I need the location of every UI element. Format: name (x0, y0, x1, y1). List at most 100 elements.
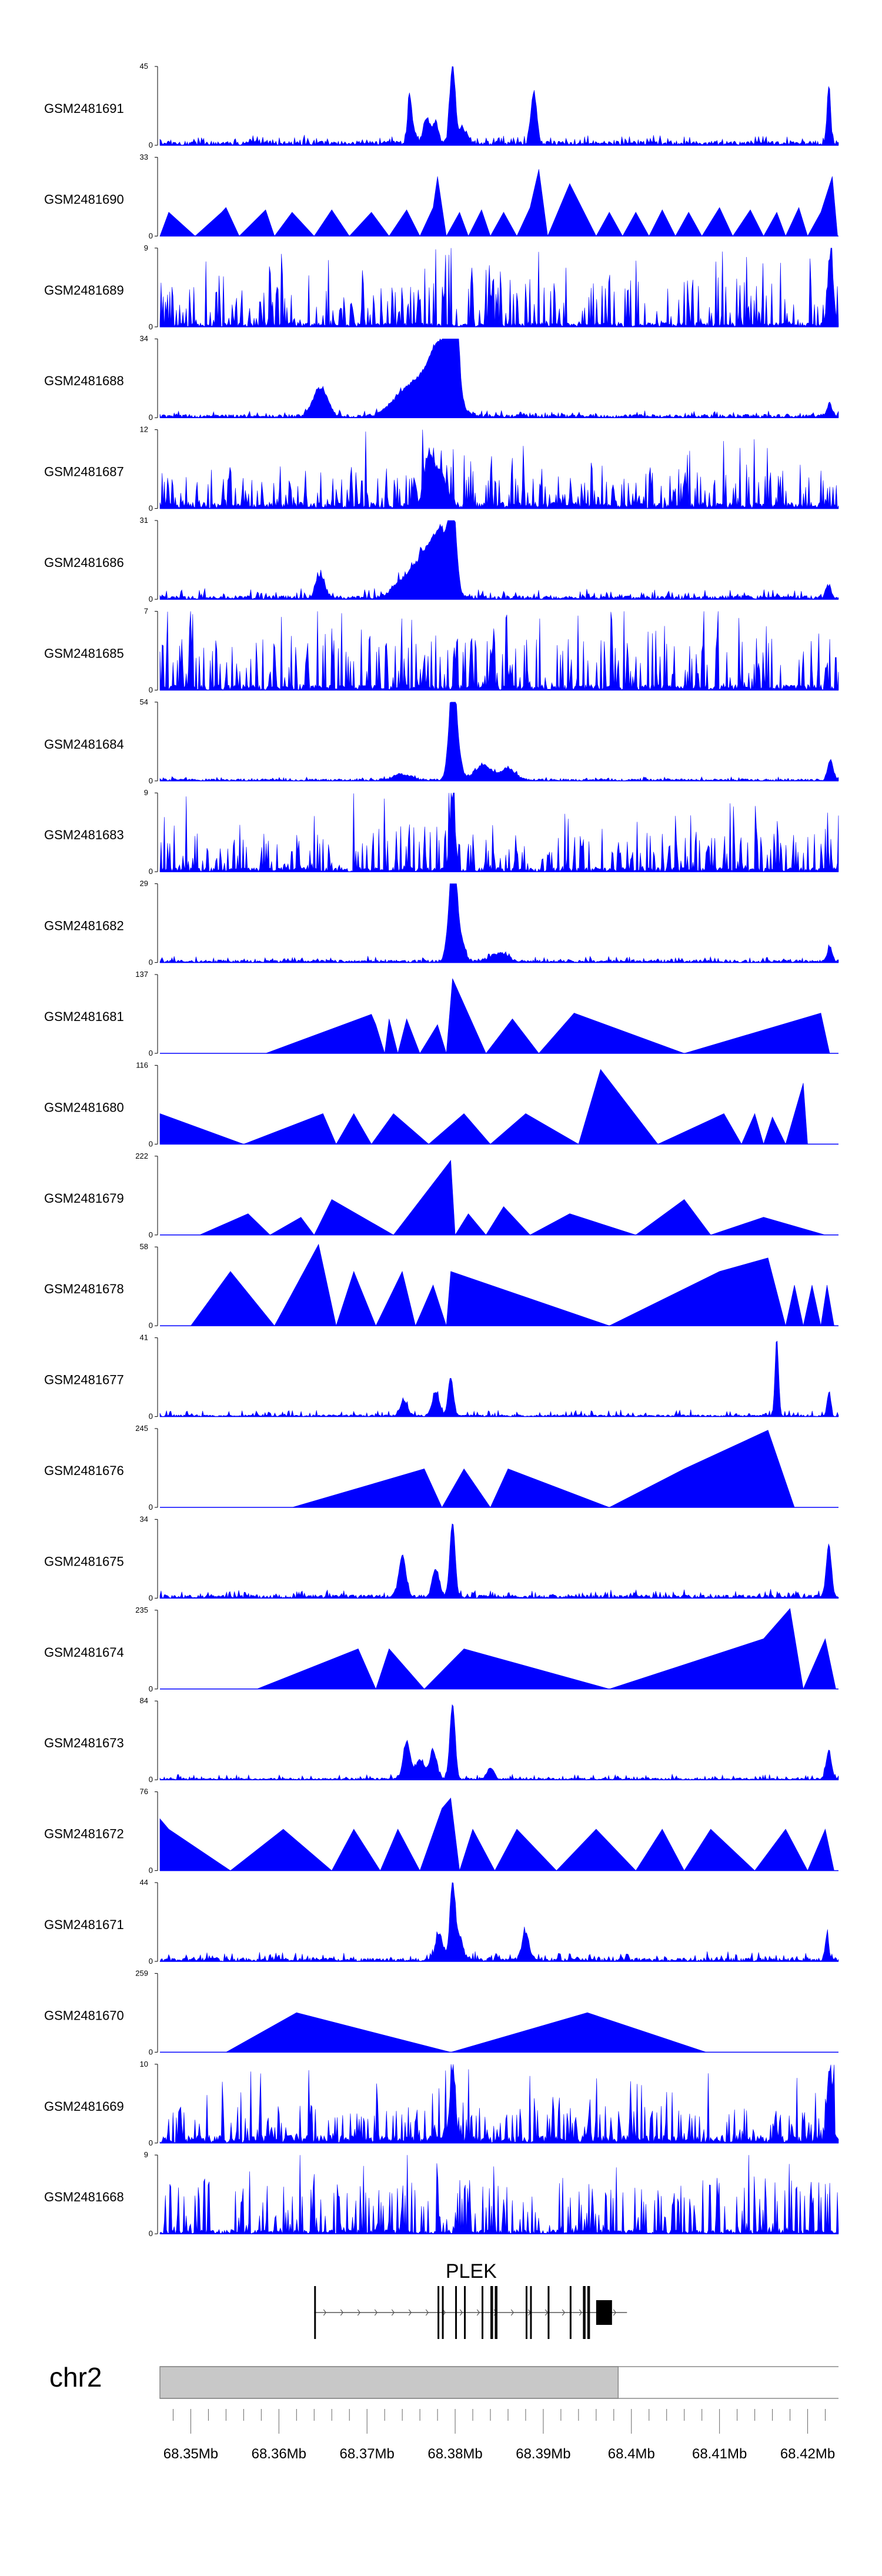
signal-area (159, 2155, 839, 2234)
signal-area (159, 1069, 817, 1145)
track-GSM2481682: GSM2481682 29 0 (44, 879, 839, 967)
y-zero-label: 0 (149, 1412, 153, 1421)
y-zero-label: 0 (149, 958, 153, 967)
y-max-label: 45 (140, 62, 148, 71)
track-GSM2481691: GSM2481691 45 0 (44, 62, 839, 149)
track-label: GSM2481673 (44, 1736, 124, 1750)
signal-tracks: GSM2481691450GSM2481690330GSM248168990GS… (44, 62, 839, 2238)
track-GSM2481673: GSM2481673 84 0 (44, 1696, 839, 1784)
track-GSM2481669: GSM2481669 10 0 (44, 2060, 839, 2147)
strand-arrow (408, 2309, 412, 2316)
signal-area (265, 978, 830, 1054)
y-max-label: 44 (140, 1878, 148, 1887)
y-zero-label: 0 (149, 1230, 153, 1239)
y-zero-label: 0 (149, 595, 153, 603)
gene-exon (569, 2286, 572, 2339)
y-zero-label: 0 (149, 1321, 153, 1330)
y-max-label: 116 (136, 1060, 148, 1069)
strand-arrow (544, 2309, 549, 2316)
y-zero-label: 0 (149, 1866, 153, 1875)
y-max-label: 33 (140, 152, 148, 161)
strand-arrow (340, 2309, 344, 2316)
y-max-label: 31 (140, 516, 148, 525)
signal-area (159, 2064, 839, 2144)
track-label: GSM2481668 (44, 2190, 124, 2204)
strand-arrow (510, 2309, 514, 2316)
y-max-label: 259 (135, 1968, 148, 1977)
track-label: GSM2481686 (44, 555, 124, 570)
y-zero-label: 0 (149, 776, 153, 785)
y-max-label: 34 (140, 1514, 148, 1523)
gene-exon (596, 2300, 612, 2325)
signal-area (256, 1608, 836, 1690)
track-label: GSM2481678 (44, 1282, 124, 1296)
track-GSM2481686: GSM2481686 31 0 (44, 516, 839, 603)
track-label: GSM2481681 (44, 1009, 124, 1024)
y-zero-label: 0 (149, 504, 153, 513)
signal-area (159, 429, 839, 509)
signal-area (159, 611, 839, 691)
y-zero-label: 0 (149, 1049, 153, 1057)
track-GSM2481688: GSM2481688 34 0 (44, 334, 839, 422)
y-zero-label: 0 (149, 685, 153, 694)
track-label: GSM2481691 (44, 101, 124, 116)
track-GSM2481671: GSM2481671 44 0 (44, 1878, 839, 1966)
signal-area (159, 338, 839, 419)
chromosome-label: chr2 (49, 2362, 102, 2393)
track-GSM2481690: GSM2481690 33 0 (44, 152, 838, 240)
signal-area (159, 520, 839, 600)
track-GSM2481677: GSM2481677 41 0 (44, 1333, 839, 1421)
track-GSM2481678: GSM2481678 58 0 (44, 1242, 838, 1330)
track-GSM2481676: GSM2481676 245 0 (44, 1424, 838, 1511)
axis-tick-label: 68.4Mb (608, 2446, 655, 2462)
y-zero-label: 0 (149, 2229, 153, 2238)
signal-area (159, 883, 839, 963)
track-label: GSM2481672 (44, 1827, 124, 1841)
track-GSM2481672: GSM2481672 76 0 (44, 1787, 838, 1875)
y-max-label: 245 (135, 1424, 148, 1433)
signal-area (159, 702, 839, 782)
track-GSM2481680: GSM2481680 116 0 (44, 1060, 838, 1148)
axis-tick-label: 68.42Mb (780, 2446, 835, 2462)
track-label: GSM2481679 (44, 1191, 124, 1206)
signal-area (159, 1340, 839, 1417)
track-GSM2481668: GSM2481668 9 0 (44, 2150, 839, 2238)
y-zero-label: 0 (149, 413, 153, 422)
y-max-label: 29 (140, 879, 148, 888)
y-zero-label: 0 (149, 2138, 153, 2147)
track-label: GSM2481685 (44, 646, 124, 660)
gene-exon (455, 2286, 457, 2339)
y-max-label: 58 (140, 1242, 148, 1251)
genomic-axis: 68.35Mb 68.36Mb 68.37Mb 68.38Mb 68.39Mb 68.4M… (163, 2409, 835, 2462)
track-GSM2481670: GSM2481670 259 0 (44, 1968, 838, 2056)
y-max-label: 34 (140, 334, 148, 343)
y-max-label: 41 (140, 1333, 148, 1342)
gene-track: PLEK (314, 2260, 627, 2339)
strand-arrow (613, 2309, 617, 2316)
gene-exon (464, 2286, 466, 2339)
gene-exon (530, 2286, 532, 2339)
track-GSM2481685: GSM2481685 7 0 (44, 606, 839, 694)
y-zero-label: 0 (149, 231, 153, 240)
strand-arrow (562, 2309, 566, 2316)
y-max-label: 137 (135, 970, 148, 979)
strand-arrow (374, 2309, 378, 2316)
y-zero-label: 0 (149, 141, 153, 149)
y-max-label: 9 (144, 243, 148, 252)
y-zero-label: 0 (149, 1684, 153, 1693)
track-label: GSM2481684 (44, 737, 124, 752)
y-max-label: 9 (144, 2150, 148, 2159)
strand-arrow (442, 2309, 446, 2316)
track-GSM2481674: GSM2481674 235 0 (44, 1606, 838, 1693)
signal-area (199, 1160, 826, 1236)
strand-arrow (391, 2309, 395, 2316)
axis-tick-label: 68.36Mb (252, 2446, 306, 2462)
axis-tick-label: 68.37Mb (339, 2446, 394, 2462)
y-zero-label: 0 (149, 1503, 153, 1511)
track-label: GSM2481670 (44, 2008, 124, 2023)
strand-arrow (323, 2309, 327, 2316)
y-max-label: 54 (140, 698, 148, 706)
signal-area (159, 1523, 839, 1599)
strand-arrow (579, 2309, 583, 2316)
